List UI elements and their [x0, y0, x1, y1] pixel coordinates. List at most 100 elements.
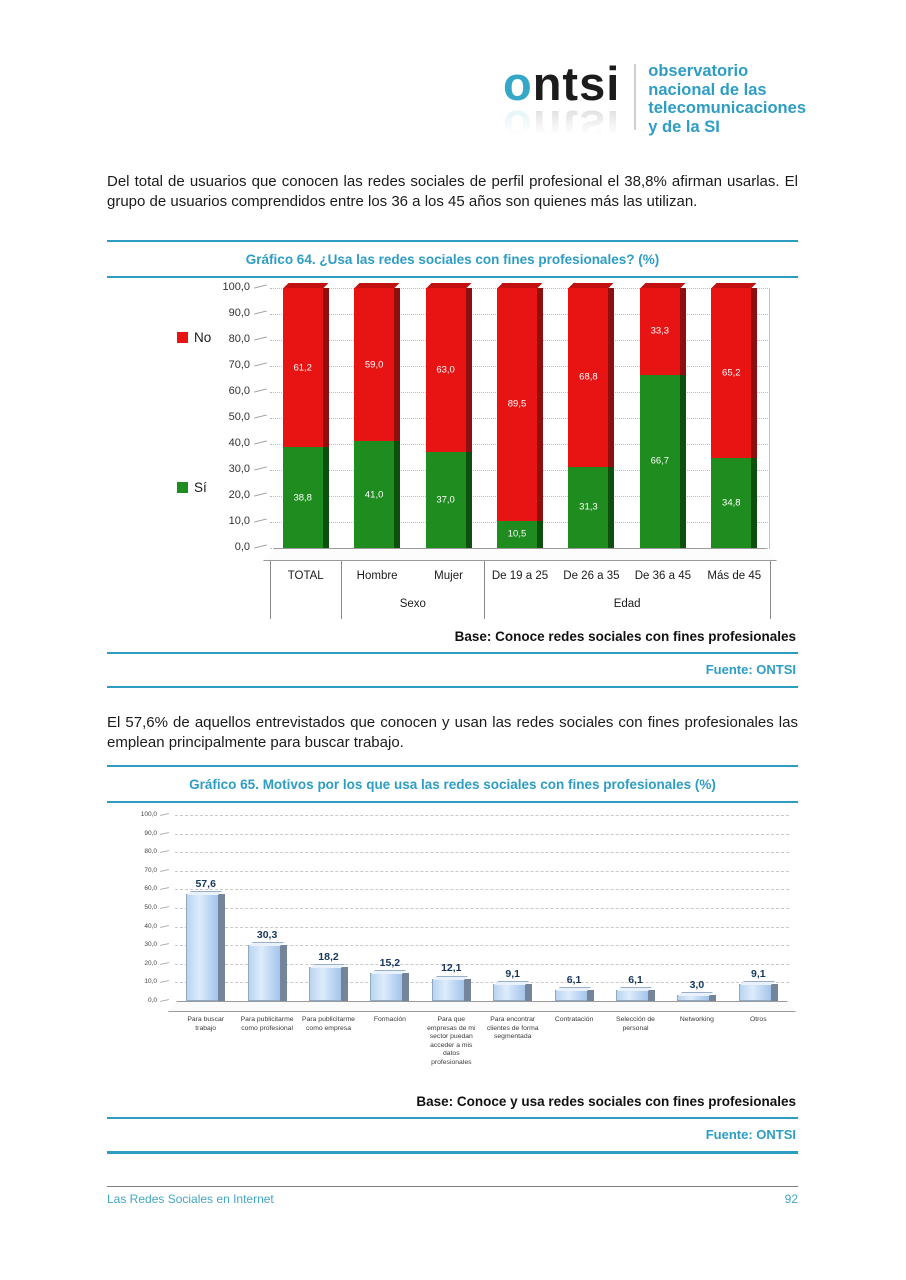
tagline-line: observatorio: [648, 62, 749, 80]
group-label: Sexo: [399, 598, 426, 610]
legend-item: Sí: [177, 480, 207, 495]
stacked-bar: 68,8 31,3: [568, 283, 615, 548]
bar-face: [309, 964, 345, 1001]
axis-tick: [254, 362, 267, 367]
bar-si-segment: 38,8: [282, 447, 323, 548]
logo-tagline: observatorio nacional de las telecomunic…: [648, 60, 806, 136]
y-axis-tick-label: 20,0: [144, 959, 157, 967]
page-number: 92: [784, 1192, 798, 1206]
gridline: [175, 908, 789, 909]
bar-side-si: [679, 374, 686, 548]
logo-divider: [634, 64, 637, 130]
bar-no-segment: 89,5: [497, 283, 543, 521]
axis-tick: [254, 518, 267, 523]
bar-side-si: [608, 466, 615, 548]
stacked-bar: 59,0 41,0: [354, 283, 401, 548]
bar: [738, 981, 778, 1001]
plot-floor: [263, 548, 777, 561]
divider-rule: [107, 686, 798, 688]
category-label: TOTAL: [287, 570, 324, 582]
category-table: TOTAL Hombre Mujer De 19 a 25 De 26 a 35 De 3…: [270, 561, 771, 619]
divider-rule: [107, 801, 798, 803]
ontsi-logo: ontsi ontsi observatorio nacional de las…: [502, 57, 806, 154]
bar-side: [402, 972, 410, 1001]
group-row: Sexo Edad: [270, 591, 770, 617]
y-axis-tick-label: 100,0: [140, 811, 157, 818]
bar-chart: 57,6 30,3 18,2 15,2 12,1 9,1 6,1 6,1 3,0 9,1 100,0…: [107, 803, 798, 1085]
footer-title: Las Redes Sociales en Internet: [107, 1192, 274, 1206]
axis-tick: [159, 999, 170, 1002]
stacked-bar: 61,2 38,8: [282, 283, 329, 548]
x-axis-category-label: Contratación: [554, 1016, 594, 1023]
bar-side: [648, 989, 655, 1001]
bar-top-face: [494, 981, 530, 986]
bar-top-face: [432, 975, 468, 980]
bar-top-face: [678, 992, 714, 997]
bar-face: [186, 890, 223, 1001]
bar-side-si: [465, 451, 472, 548]
group-label: Edad: [613, 598, 641, 610]
bar-side: [394, 288, 401, 548]
axis-tick: [254, 492, 267, 497]
bar-face: 68,8 31,3: [568, 283, 614, 548]
bar: [616, 986, 655, 1001]
bar-side-si: [751, 457, 758, 548]
bar-side: [751, 288, 758, 548]
axis-tick: [159, 831, 170, 835]
bar-face: [493, 981, 530, 1001]
bar-face: [247, 941, 284, 1001]
axis-tick: [159, 850, 170, 854]
y-axis-tick-label: 70,0: [144, 866, 157, 874]
bar-top-face: [555, 986, 591, 991]
bar-top-face: [248, 941, 284, 946]
y-axis-tick-label: 40,0: [144, 922, 157, 930]
bar-face: [431, 975, 468, 1001]
bar-no-segment: 65,2: [711, 283, 757, 458]
bar-side-si: [322, 447, 329, 548]
table-separator: [341, 561, 343, 619]
y-axis-tick-label: 90,0: [144, 829, 157, 837]
base-note: Base: Conoce redes sociales con fines pr…: [454, 629, 796, 644]
bar-top-face: [426, 283, 472, 288]
bar-value-label: 6,1: [628, 973, 643, 986]
bar-value-label: 33,3: [650, 325, 670, 337]
bar-top-face: [371, 969, 407, 974]
gridline: [175, 815, 789, 816]
table-separator: [770, 561, 771, 619]
gridline: [175, 852, 789, 854]
bar-face: [554, 986, 591, 1001]
bar-value-label: 57,6: [195, 877, 216, 890]
axis-tick: [159, 813, 170, 816]
bar-top-face: [568, 283, 614, 288]
y-axis-tick-label: 20,0: [228, 489, 250, 501]
bar-side-no: [394, 288, 401, 442]
bar-no-segment: 33,3: [639, 283, 686, 375]
bar-value-label: 59,0: [364, 359, 384, 371]
bar-top-face: [283, 283, 329, 288]
bar-side: [586, 989, 594, 1001]
logo-letter-o: o: [502, 57, 533, 110]
bar-face: [616, 986, 652, 1001]
x-axis-category-label: Networking: [679, 1016, 714, 1023]
bar-no-segment: 59,0: [354, 283, 400, 442]
y-axis-tick-label: 40,0: [228, 437, 250, 449]
bar-top-face: [310, 964, 345, 969]
x-axis-category-label: Para encontrar clientes de forma segment…: [486, 1016, 539, 1041]
bar-value-label: 9,1: [750, 968, 766, 981]
gridline: [175, 963, 789, 965]
bar-top-face: [617, 986, 652, 991]
divider-rule: [107, 276, 798, 278]
bar-value-label: 68,8: [579, 371, 598, 383]
category-label: De 36 a 45: [634, 570, 691, 582]
chart-title: Gráfico 64. ¿Usa las redes sociales con …: [245, 252, 660, 267]
bar-side: [679, 288, 686, 548]
y-axis-tick-label: 30,0: [144, 941, 157, 949]
grafico-64-section: Gráfico 64. ¿Usa las redes sociales con …: [107, 240, 798, 688]
bar: [186, 890, 226, 1001]
x-axis-category-label: Formación: [373, 1016, 406, 1023]
bar-face: 33,3 66,7: [639, 283, 686, 548]
axis-tick: [159, 943, 170, 947]
bar-face: [738, 981, 775, 1001]
category-label: Mujer: [434, 570, 463, 582]
bar-value-label: 41,0: [364, 489, 384, 501]
